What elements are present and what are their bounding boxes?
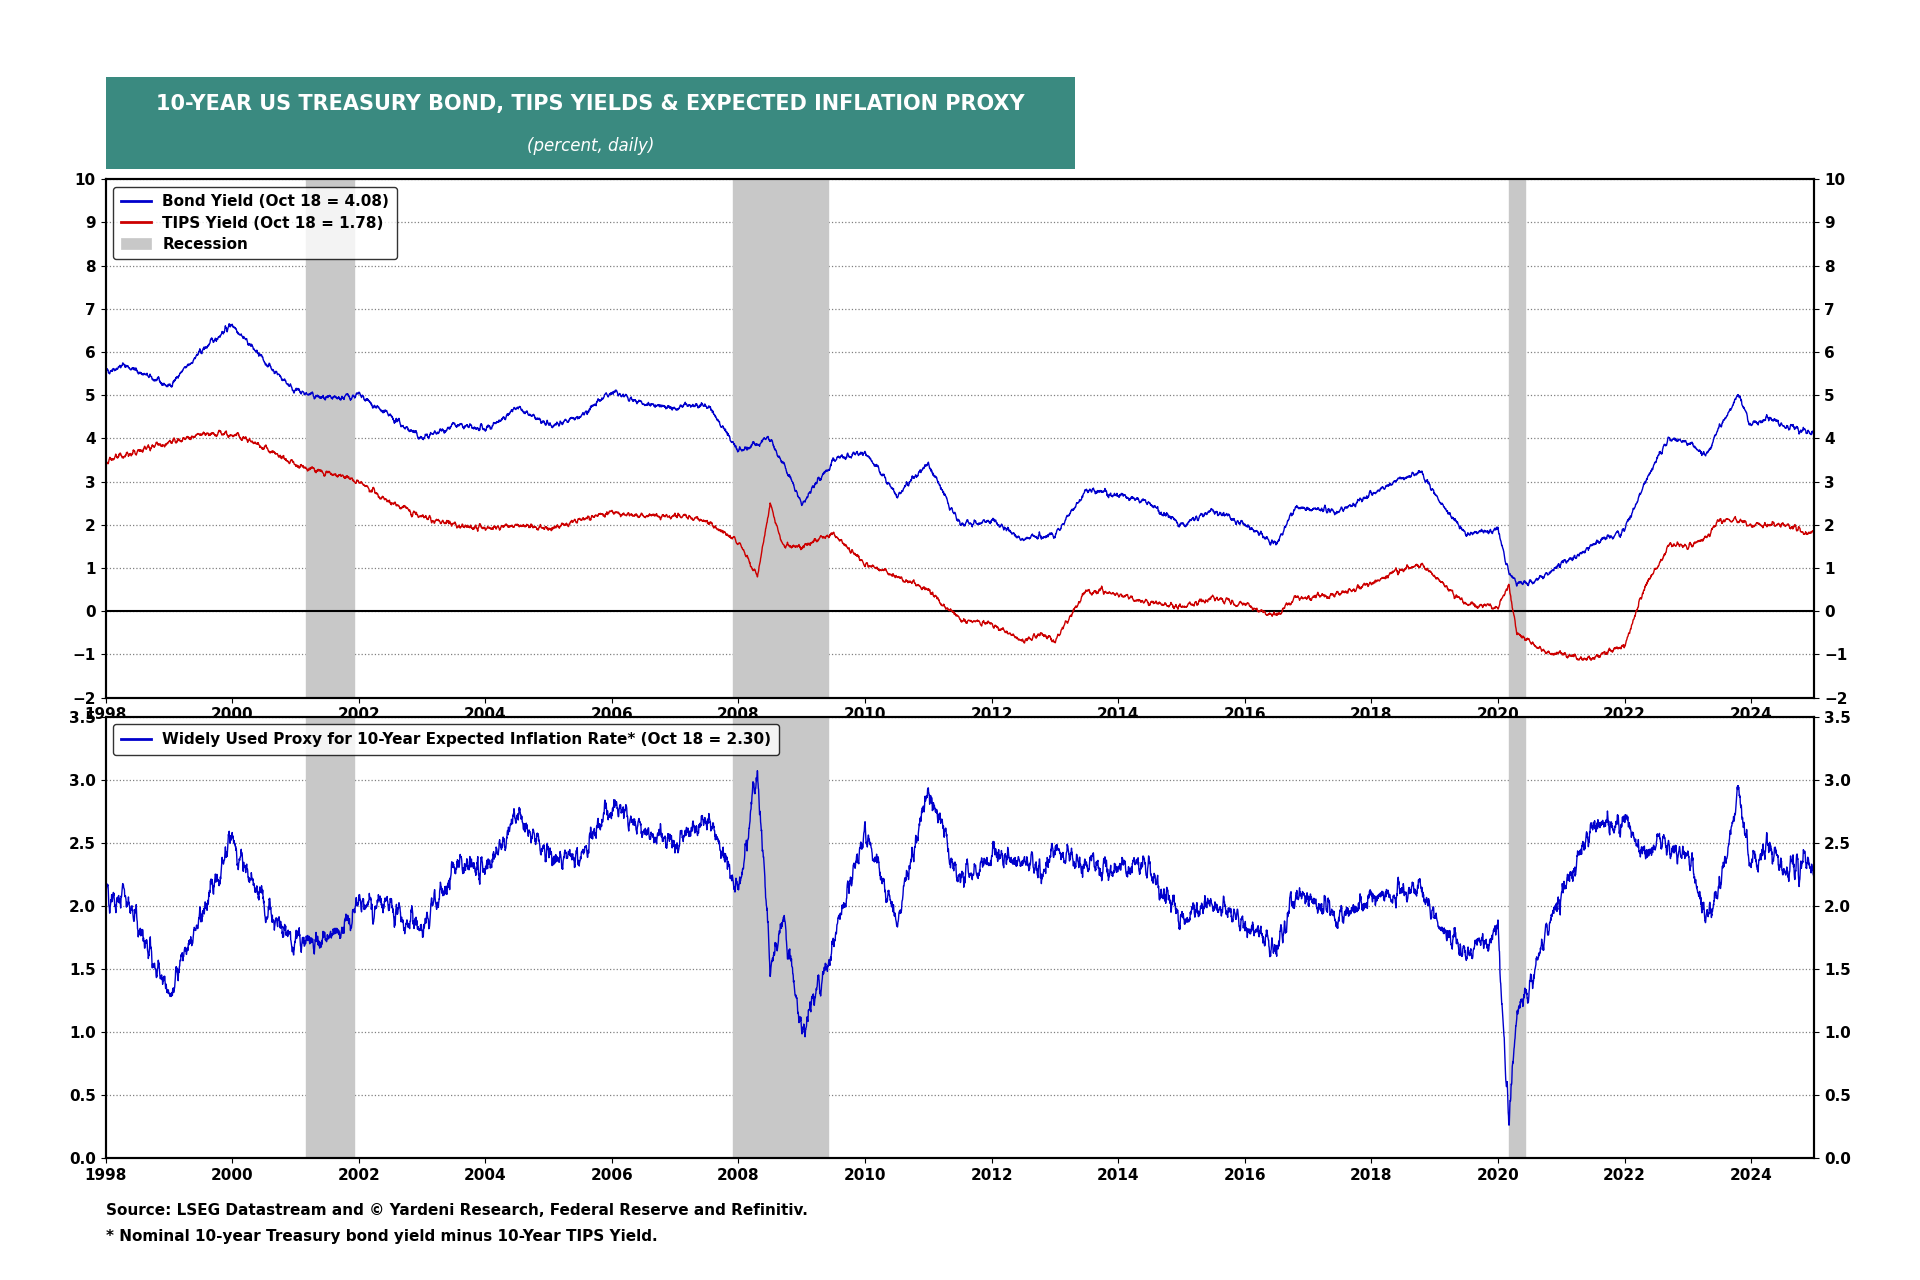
Bar [1509,717,1524,1158]
Bar [305,717,353,1158]
Legend: Bond Yield (Oct 18 = 4.08), TIPS Yield (Oct 18 = 1.78), Recession: Bond Yield (Oct 18 = 4.08), TIPS Yield (… [113,187,397,260]
Legend: Widely Used Proxy for 10-Year Expected Inflation Rate* (Oct 18 = 2.30): Widely Used Proxy for 10-Year Expected I… [113,724,780,755]
Bar [733,179,828,698]
Text: * Nominal 10-year Treasury bond yield minus 10-Year TIPS Yield.: * Nominal 10-year Treasury bond yield mi… [106,1229,657,1244]
Text: Source: LSEG Datastream and © Yardeni Research, Federal Reserve and Refinitiv.: Source: LSEG Datastream and © Yardeni Re… [106,1203,808,1219]
Bar [733,717,828,1158]
Text: (percent, daily): (percent, daily) [526,137,655,155]
Text: 10-YEAR US TREASURY BOND, TIPS YIELDS & EXPECTED INFLATION PROXY: 10-YEAR US TREASURY BOND, TIPS YIELDS & … [156,95,1025,114]
Bar [305,179,353,698]
Bar [1509,179,1524,698]
